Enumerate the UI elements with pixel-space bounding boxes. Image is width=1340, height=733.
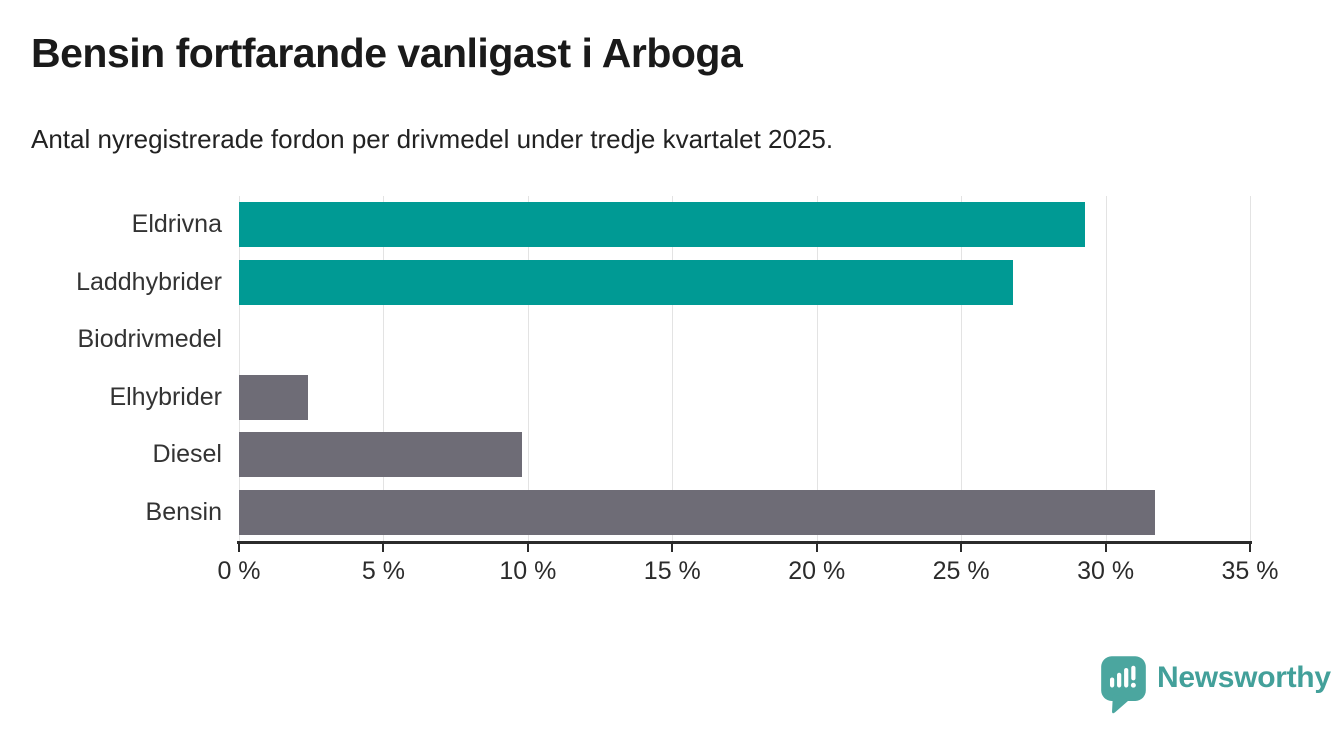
x-axis-tick-10 [526,541,529,552]
gridline-5 [383,196,385,541]
x-axis-tick-label-25: 25 % [932,557,990,585]
x-axis-tick-label-30: 30 % [1077,557,1135,585]
category-label-biodrivmedel: Biodrivmedel [77,325,222,354]
x-axis-tick-label-20: 20 % [788,557,846,585]
gridline-0 [239,196,240,541]
chart-title: Bensin fortfarande vanligast i Arboga [31,30,743,76]
newsworthy-wordmark: Newsworthy [1157,661,1331,694]
newsworthy-logo: Newsworthy [1100,655,1331,714]
x-axis-line [237,541,1252,544]
bar-eldrivna [239,202,1086,248]
bar-bensin [239,489,1155,535]
gridline-35 [1250,196,1251,541]
newsworthy-logo-icon [1101,656,1146,714]
category-label-eldrivna: Eldrivna [131,210,222,239]
gridline-10 [527,196,529,541]
bar-diesel [239,432,523,478]
bar-chart-plot-area: 0 % 5 % 10 % 15 % 20 % 25 % 30 % 35 % [217,196,1278,585]
gridline-15 [672,196,674,541]
bar-laddhybrider [239,259,1014,305]
category-label-bensin: Bensin [145,497,222,526]
chart-subtitle: Antal nyregistrerade fordon per drivmede… [31,124,834,154]
gridline-30 [1105,196,1107,541]
x-axis-tick-label-10: 10 % [499,557,557,585]
x-axis-tick-label-0: 0 % [217,557,261,585]
x-axis-tick-label-15: 15 % [643,557,701,585]
gridline-25 [961,196,963,541]
x-axis-tick-30 [1104,541,1107,552]
bar-elhybrider [239,374,309,420]
category-label-diesel: Diesel [152,440,222,469]
x-axis-tick-20 [815,541,818,552]
x-axis-tick-35 [1249,541,1251,552]
x-axis-tick-label-35: 35 % [1221,557,1279,585]
x-axis-tick-label-5: 5 % [361,557,405,585]
category-label-laddhybrider: Laddhybrider [76,267,222,296]
y-axis-category-labels: Eldrivna Laddhybrider Biodrivmedel Elhybrid… [0,196,222,541]
gridline-20 [816,196,818,541]
x-axis-tick-5 [382,541,385,552]
x-axis-tick-0 [238,541,240,552]
x-axis-tick-15 [671,541,674,552]
x-axis-tick-25 [960,541,963,552]
category-label-elhybrider: Elhybrider [109,382,222,411]
